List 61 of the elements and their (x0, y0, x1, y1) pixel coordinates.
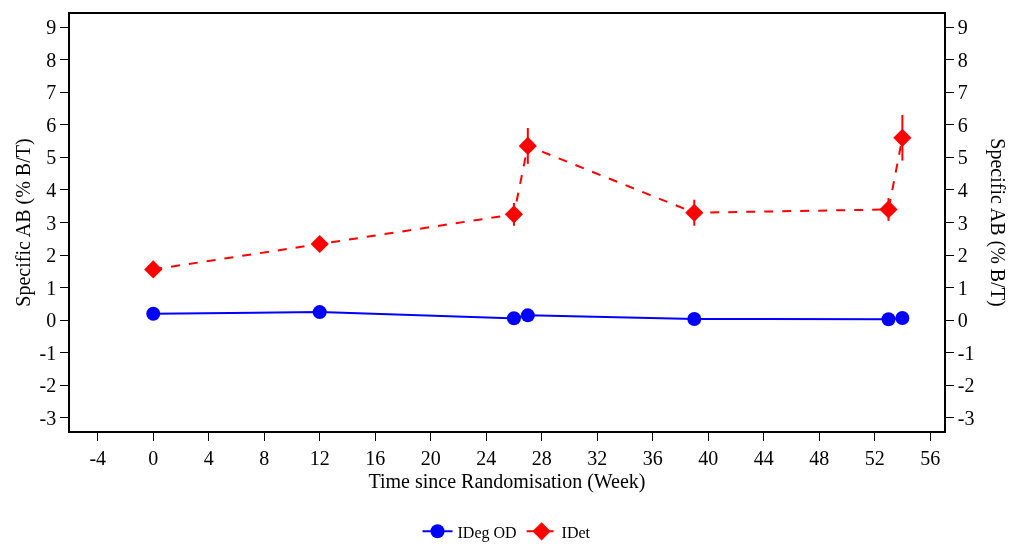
point (504, 205, 524, 224)
point (879, 200, 898, 219)
point (310, 234, 329, 254)
y-tick-label: 7 (46, 81, 57, 104)
y2-tick-label: 5 (957, 146, 968, 169)
x-tick-label: 52 (864, 446, 885, 469)
y2-tick-label: 2 (957, 244, 968, 267)
x-tick-label: -4 (89, 446, 107, 469)
y-tick-label: 1 (46, 276, 57, 299)
point (881, 312, 896, 327)
point (895, 310, 910, 325)
y-tick-label: 2 (46, 244, 57, 267)
y-tick-label: 9 (46, 16, 57, 39)
y-tick-label: 8 (46, 48, 57, 71)
y-tick-label: 5 (46, 146, 57, 169)
point (520, 308, 535, 323)
y2-tick-label: -2 (957, 374, 975, 397)
y2-tick-label: 7 (957, 81, 968, 104)
point (518, 136, 537, 156)
y-tick-label: 4 (46, 178, 57, 201)
x-tick-label: 44 (753, 446, 774, 469)
legend-label: IDet (561, 523, 591, 541)
y2-tick-label: 8 (957, 48, 968, 71)
y2-tick-label: 9 (957, 16, 968, 39)
x-tick-label: 12 (309, 446, 330, 469)
y-axis-title: Specific AB (% B/T) (11, 138, 35, 307)
point (144, 260, 163, 279)
legend-label: IDeg OD (457, 523, 517, 542)
y2-tick-label: 1 (957, 276, 968, 299)
point (506, 311, 521, 326)
point (685, 203, 704, 222)
y-tick-label: -1 (39, 341, 57, 364)
x-tick-label: 20 (420, 446, 441, 469)
x-tick-label: 24 (476, 446, 497, 469)
y-tick-label: 3 (46, 211, 57, 234)
y2-tick-label: 4 (957, 178, 968, 201)
x-tick-label: 8 (259, 446, 270, 469)
point (146, 306, 161, 321)
x-tick-label: 28 (531, 446, 552, 469)
y2-tick-label: -1 (957, 341, 975, 364)
x-tick-label: 40 (698, 446, 719, 469)
y-tick-label: -3 (39, 406, 57, 429)
x-tick-label: 16 (365, 446, 386, 469)
y2-tick-label: 0 (957, 309, 968, 332)
x-tick-label: 36 (642, 446, 663, 469)
point (687, 311, 702, 326)
point (893, 128, 912, 147)
x-tick-label: 4 (203, 446, 214, 469)
y2-tick-label: 3 (957, 211, 968, 234)
x-tick-label: 56 (920, 446, 941, 469)
y-tick-label: 6 (46, 113, 57, 136)
x-tick-label: 32 (587, 446, 608, 469)
x-tick-label: 0 (148, 446, 159, 469)
x-axis-title: Time since Randomisation (Week) (368, 469, 646, 493)
y2-axis-title: Specific AB (% B/T) (986, 138, 1010, 307)
y-tick-label: -2 (39, 374, 57, 397)
x-tick-label: 48 (809, 446, 830, 469)
point (312, 305, 327, 320)
y2-tick-label: -3 (957, 406, 975, 429)
y-tick-label: 0 (46, 309, 57, 332)
y2-tick-label: 6 (957, 113, 968, 136)
